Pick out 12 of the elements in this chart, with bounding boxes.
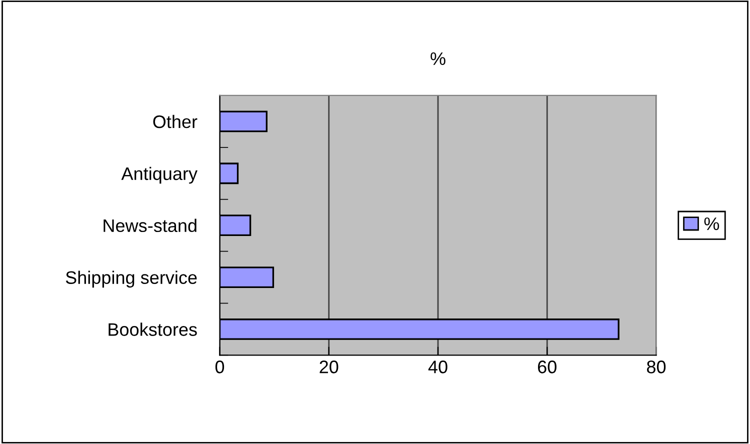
- x-tick-label: 0: [215, 360, 224, 374]
- y-tick-label: Other: [153, 114, 198, 128]
- y-tick-label: Shipping service: [66, 270, 197, 288]
- y-tick-label: News-stand: [104, 218, 196, 232]
- chart-title: %: [430, 52, 446, 66]
- y-tick-label: Antiquary: [121, 166, 198, 184]
- legend-label: %: [704, 217, 720, 230]
- y-tick-label: Bookstores: [108, 322, 197, 336]
- x-tick-label: 80: [646, 360, 666, 374]
- x-tick-label: 40: [428, 360, 448, 374]
- x-tick-label: 60: [538, 360, 556, 374]
- x-tick-label: 20: [320, 360, 338, 374]
